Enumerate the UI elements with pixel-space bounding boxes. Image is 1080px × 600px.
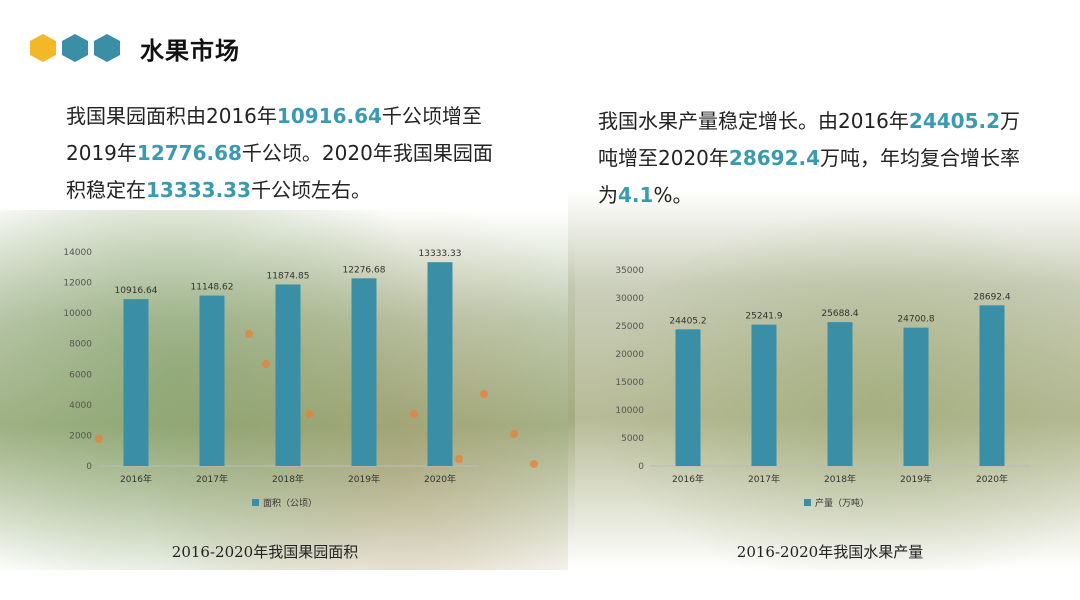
bar xyxy=(675,329,701,466)
legend-label: 面积（公顷） xyxy=(263,497,317,509)
section-header: 水果市场 xyxy=(30,28,240,68)
x-tick-label: 2016年 xyxy=(120,473,152,485)
bar xyxy=(351,278,377,466)
orchard-2016-value: 10916.64 xyxy=(276,104,382,128)
y-tick-label: 20000 xyxy=(615,350,644,360)
bar-value-label: 12276.68 xyxy=(343,265,386,275)
y-tick-label: 10000 xyxy=(63,309,92,319)
orchard-2019-value: 12776.68 xyxy=(136,141,242,165)
bar-value-label: 25688.4 xyxy=(821,309,858,319)
hexagon-icon-1 xyxy=(30,34,56,62)
bar xyxy=(123,299,149,466)
y-tick-label: 0 xyxy=(86,462,92,472)
hexagon-icon-2 xyxy=(62,34,88,62)
bar-value-label: 28692.4 xyxy=(973,292,1010,302)
x-tick-label: 2018年 xyxy=(272,473,304,485)
x-tick-label: 2020年 xyxy=(976,473,1008,485)
bar-value-label: 10916.64 xyxy=(115,286,158,296)
x-tick-label: 2017年 xyxy=(196,473,228,485)
bar xyxy=(903,327,929,466)
y-tick-label: 8000 xyxy=(69,340,92,350)
bar xyxy=(199,295,225,466)
y-tick-label: 15000 xyxy=(615,378,644,388)
y-tick-label: 12000 xyxy=(63,279,92,289)
x-tick-label: 2020年 xyxy=(424,473,456,485)
bar xyxy=(979,305,1005,466)
legend-swatch xyxy=(804,499,811,506)
bar xyxy=(751,324,777,466)
x-tick-label: 2017年 xyxy=(748,473,780,485)
fruit-output-chart: 0 5000 10000 15000 20000 25000 30000 35000 24405… xyxy=(615,266,1030,509)
orchard-area-summary: 我国果园面积由2016年10916.64千公顷增至 2019年12776.68千… xyxy=(66,104,493,202)
y-tick-label: 35000 xyxy=(615,266,644,276)
output-2020-value: 28692.4 xyxy=(728,146,820,170)
legend-label: 产量（万吨） xyxy=(815,497,869,509)
output-chart-caption: 2016-2020年我国水果产量 xyxy=(736,543,924,561)
y-tick-label: 10000 xyxy=(615,406,644,416)
y-tick-label: 14000 xyxy=(63,248,92,258)
y-tick-label: 4000 xyxy=(69,401,92,411)
watermark-text: 大数跨境 xyxy=(54,569,134,593)
cagr-value: 4.1 xyxy=(618,183,654,207)
bar-value-label: 24700.8 xyxy=(897,315,934,325)
output-2016-value: 24405.2 xyxy=(908,109,1000,133)
bar xyxy=(427,262,453,466)
y-tick-label: 25000 xyxy=(615,322,644,332)
bar-value-label: 11874.85 xyxy=(267,271,310,281)
y-tick-label: 6000 xyxy=(69,370,92,380)
orchard-chart-caption: 2016-2020年我国果园面积 xyxy=(171,543,359,561)
bar-value-label: 25241.9 xyxy=(745,312,782,322)
page-title: 水果市场 xyxy=(140,36,240,65)
y-tick-label: 0 xyxy=(638,462,644,472)
x-tick-label: 2019年 xyxy=(900,473,932,485)
y-tick-label: 5000 xyxy=(621,434,644,444)
y-tick-label: 30000 xyxy=(615,294,644,304)
bar xyxy=(275,284,301,466)
x-tick-label: 2016年 xyxy=(672,473,704,485)
watermark: 大数跨境 xyxy=(10,565,134,594)
orchard-area-chart: 0 2000 4000 6000 8000 10000 12000 14000 10916.64… xyxy=(63,248,478,509)
fruit-output-summary: 我国水果产量稳定增长。由2016年24405.2万 吨增至2020年28692.… xyxy=(598,109,1020,207)
legend-swatch xyxy=(252,499,259,506)
bar xyxy=(827,322,853,466)
logo-icon xyxy=(12,571,48,588)
bar-value-label: 24405.2 xyxy=(669,316,706,326)
bar-value-label: 13333.33 xyxy=(419,249,462,259)
x-tick-label: 2019年 xyxy=(348,473,380,485)
x-tick-label: 2018年 xyxy=(824,473,856,485)
orchard-2020-value: 13333.33 xyxy=(146,178,252,202)
hexagon-icon-3 xyxy=(94,34,120,62)
y-tick-label: 2000 xyxy=(69,431,92,441)
bar-value-label: 11148.62 xyxy=(191,283,234,293)
